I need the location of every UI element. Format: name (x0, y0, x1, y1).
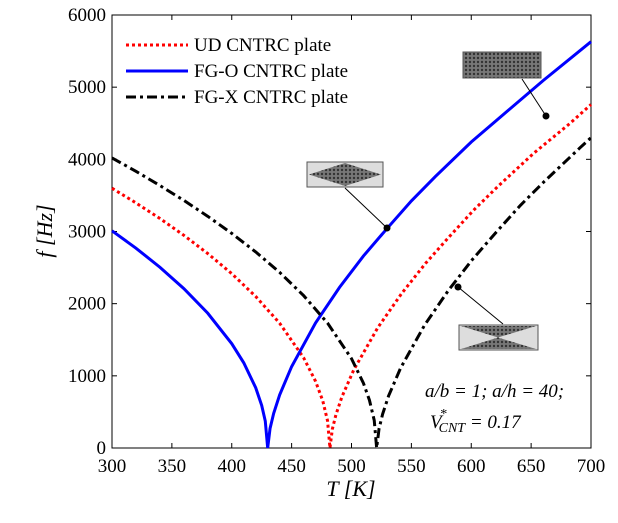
annotation: V* CNT = 0.17 (430, 407, 522, 436)
annotation-part: CNT (439, 421, 467, 436)
x-tick-label: 650 (517, 456, 546, 477)
x-tick-label: 550 (397, 456, 426, 477)
inset-uniform (462, 51, 550, 120)
y-tick-label: 4000 (68, 149, 106, 170)
annotation-part: = 0.17 (465, 412, 522, 433)
x-tick-label: 300 (98, 456, 127, 477)
x-tick-label: 500 (337, 456, 366, 477)
y-tick-label: 3000 (68, 222, 106, 243)
inset-fgo (306, 161, 391, 232)
annotation-part: V (430, 412, 444, 433)
y-axis-label: f [Hz] (32, 204, 57, 257)
data-line (111, 103, 593, 449)
y-tick-label: 1000 (68, 366, 106, 387)
y-tick-label: 6000 (68, 5, 106, 26)
x-tick-label: 600 (457, 456, 486, 477)
x-tick-label: 350 (158, 456, 187, 477)
legend-label: FG-X CNTRC plate (194, 87, 348, 108)
x-tick-label: 700 (577, 456, 606, 477)
plot-area (111, 14, 592, 449)
annotation-part: * (440, 407, 447, 422)
legend-label: FG-O CNTRC plate (194, 61, 348, 82)
x-tick-label: 400 (218, 456, 247, 477)
x-tick-label: 450 (277, 456, 306, 477)
y-tick-label: 2000 (68, 294, 106, 315)
annotation: a/b = 1; a/h = 40; (425, 381, 564, 402)
x-axis-label: T [K] (326, 476, 375, 501)
legend-label: UD CNTRC plate (194, 35, 331, 56)
y-tick-label: 5000 (68, 77, 106, 98)
data-line (111, 40, 592, 449)
y-tick-label: 0 (97, 438, 107, 459)
data-line (111, 136, 593, 449)
inset-fgx (454, 283, 539, 351)
